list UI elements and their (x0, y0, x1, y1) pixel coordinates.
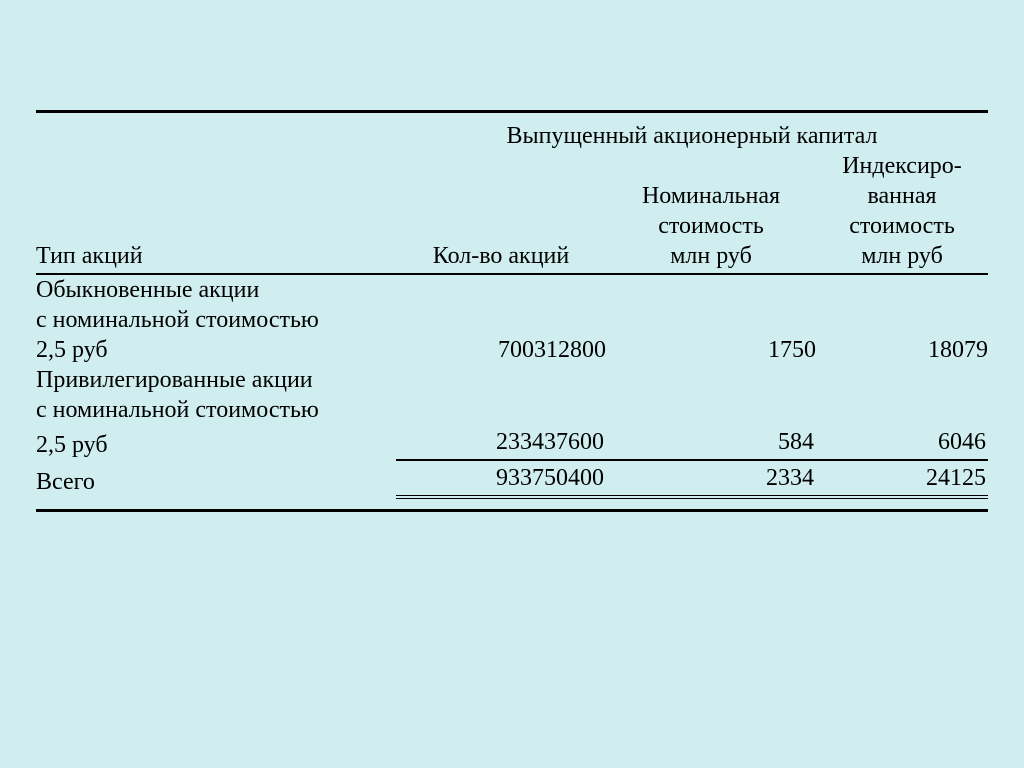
row-ordinary-line1: Обыкновенные акции (36, 274, 988, 305)
header-nominal-line3: млн руб (606, 241, 816, 271)
row-ordinary-line2: с номинальной стоимостью (36, 305, 988, 335)
preferred-qty: 233437600 (396, 425, 606, 459)
preferred-nominal: 584 (606, 425, 816, 459)
ordinary-qty: 700312800 (396, 335, 606, 365)
header-group-title: Выпущенный акционерный капитал (396, 121, 988, 151)
share-capital-table: Выпущенный акционерный капитал Индексиро… (36, 110, 988, 512)
ordinary-label-3: 2,5 руб (36, 335, 396, 365)
page-container: Выпущенный акционерный капитал Индексиро… (0, 0, 1024, 768)
table-header-row-2: Номинальная ванная (36, 181, 988, 211)
total-indexed: 24125 (816, 461, 988, 495)
row-preferred-line2: с номинальной стоимостью (36, 395, 988, 425)
ordinary-nominal: 1750 (606, 335, 816, 365)
preferred-label-3: 2,5 руб (36, 425, 396, 460)
row-preferred-line3: 2,5 руб 233437600 584 6046 (36, 425, 988, 460)
header-nominal-line1: Номинальная (606, 181, 816, 211)
preferred-indexed: 6046 (816, 425, 988, 459)
header-type-label: Тип акций (36, 241, 396, 271)
ordinary-indexed: 18079 (816, 335, 988, 365)
header-indexed-line4: млн руб (816, 241, 988, 271)
row-ordinary-line3: 2,5 руб 700312800 1750 18079 (36, 335, 988, 365)
total-label: Всего (36, 460, 396, 497)
table-bottom-border (36, 497, 988, 511)
table-header-row-1: Индексиро- (36, 151, 988, 181)
ordinary-label-1: Обыкновенные акции (36, 274, 396, 305)
header-qty-label: Кол-во акций (396, 241, 606, 271)
table-header-row-4: Тип акций Кол-во акций млн руб млн руб (36, 241, 988, 271)
ordinary-label-2: с номинальной стоимостью (36, 305, 396, 335)
header-indexed-line2: ванная (816, 181, 988, 211)
header-nominal-line2: стоимость (606, 211, 816, 241)
row-total: Всего 933750400 2334 24125 (36, 460, 988, 497)
table-header-group-row: Выпущенный акционерный капитал (36, 121, 988, 151)
row-preferred-line1: Привилегированные акции (36, 365, 988, 395)
total-nominal: 2334 (606, 461, 816, 495)
total-qty: 933750400 (396, 461, 606, 495)
table-top-border (36, 112, 988, 122)
header-indexed-line3: стоимость (816, 211, 988, 241)
table-header-row-3: стоимость стоимость (36, 211, 988, 241)
header-indexed-line1: Индексиро- (816, 151, 988, 181)
preferred-label-1: Привилегированные акции (36, 365, 396, 395)
preferred-label-2: с номинальной стоимостью (36, 395, 396, 425)
